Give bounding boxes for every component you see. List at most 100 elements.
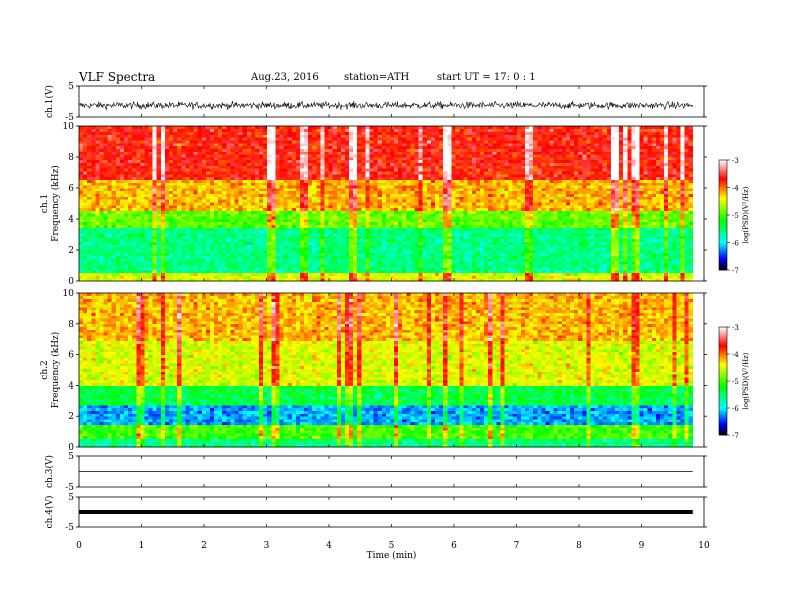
colorbar-cell [719,336,727,338]
colorbar-cell [719,189,727,191]
colorbar-cell [719,381,727,383]
y-tick-label: 5 [68,452,74,462]
y-tick-label: 0 [68,277,74,287]
colorbar-cell [719,200,727,202]
colorbar-cell [719,160,727,162]
colorbar-cell [719,213,727,215]
colorbar-cell [719,164,727,166]
colorbar-cell [719,367,727,369]
colorbar-cell [719,356,727,358]
y-tick-label: 10 [63,289,75,299]
colorbar-cell [719,341,727,343]
x-tick-label: 8 [576,541,582,551]
colorbar-cell [719,241,727,243]
colorbar-cell [719,403,727,405]
colorbar-cell [719,406,727,408]
colorbar-cell [719,226,727,228]
colorbar-tick-label: -3 [732,157,739,165]
colorbar-cell [719,254,727,256]
colorbar-cell [719,261,727,263]
colorbar-cell [719,349,727,351]
colorbar-cell [719,327,727,329]
colorbar-cell [719,210,727,212]
colorbar-cell [719,388,727,390]
panel-5: 5 -5 ch.4(V) [44,493,707,533]
colorbar-label: log(PSD)(V²/Hz) [742,352,750,409]
x-tick-label: 4 [326,541,332,551]
x-tick-label: 3 [264,541,270,551]
colorbar-cell [719,188,727,190]
x-tick-label: 6 [451,541,457,551]
colorbar-cell [719,358,727,360]
colorbar-cell [719,250,727,252]
colorbar-cell [719,410,727,412]
colorbar-cell [719,404,727,406]
colorbar-cell [719,235,727,237]
x-axis-label: Time (min) [367,550,417,561]
colorbar-cell [719,361,727,363]
y-axis-label: ch.4(V) [44,496,55,529]
colorbar-cell [719,259,727,261]
colorbar-cell [719,266,727,268]
colorbar-cell [719,368,727,370]
y-tick-label: -5 [65,483,74,493]
x-tick-label: 5 [389,541,395,551]
colorbar-label: log(PSD)(V²/Hz) [742,186,750,243]
colorbar-cell [719,173,727,175]
colorbar-cell [719,363,727,365]
y-axis-label: ch.1(V) [44,85,55,118]
colorbar-cell [719,162,727,164]
y-axis-label: Frequency (kHz) [50,332,61,409]
spectrogram-cells [79,126,693,281]
colorbar-cell [719,401,727,403]
colorbar-tick-label: -6 [732,405,739,413]
colorbar-cell [719,204,727,206]
colorbar-cell [719,230,727,232]
colorbar-cell [719,359,727,361]
colorbar-cell [719,202,727,204]
colorbar-cell [719,208,727,210]
colorbar-cell [719,243,727,245]
colorbar-cell [719,345,727,347]
colorbar-cell [719,379,727,381]
colorbar-cell [719,186,727,188]
colorbar-cell [719,237,727,239]
colorbar-cell [719,372,727,374]
y-tick-label: 5 [68,493,74,503]
colorbar-tick-label: -7 [732,267,739,275]
colorbar-cell [719,412,727,414]
colorbar-cell [719,182,727,184]
colorbar-cell [719,184,727,186]
colorbar-tick-label: -5 [732,378,739,386]
y-axis-label: Frequency (kHz) [50,165,61,242]
colorbar-cell [719,329,727,331]
colorbar-cell [719,422,727,424]
colorbar-cell [719,239,727,241]
spectrogram-cells [79,293,693,447]
y-tick-label: 10 [63,122,75,132]
colorbar-cell [719,415,727,417]
colorbar-tick-label: -5 [732,212,739,220]
colorbar-cell [719,370,727,372]
colorbar-cell [719,199,727,201]
y-tick-label: -5 [65,523,74,533]
colorbar-cell [719,193,727,195]
colorbar-cell [719,222,727,224]
y-tick-label: 8 [68,153,74,163]
colorbar-cell [719,334,727,336]
colorbar-cell [719,167,727,169]
y-tick-label: 8 [68,320,74,330]
colorbar-cell [719,338,727,340]
ch1-trace [79,101,693,110]
panel-4: 5-5ch.3(V) [44,452,707,493]
colorbar-cell [719,248,727,250]
colorbar-cell [719,178,727,180]
y-tick-label: 2 [68,246,74,256]
colorbar-cell [719,399,727,401]
colorbar-cell [719,390,727,392]
colorbar-cell [719,374,727,376]
